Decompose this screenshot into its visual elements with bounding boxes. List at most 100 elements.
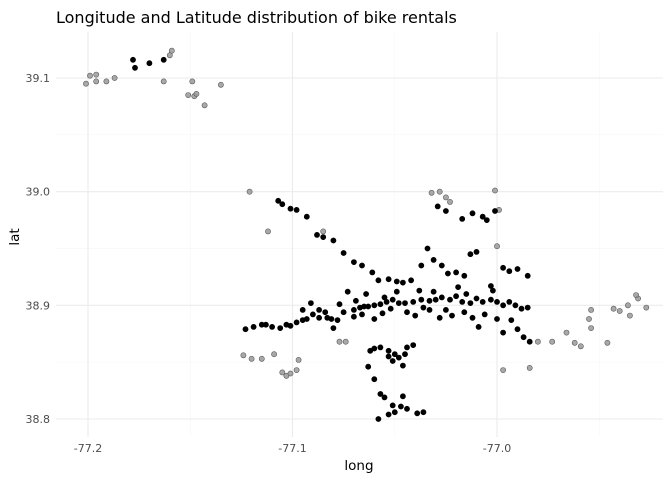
data-point bbox=[389, 358, 396, 364]
data-point bbox=[481, 311, 488, 318]
data-point bbox=[299, 306, 306, 313]
data-point bbox=[363, 291, 369, 297]
data-point bbox=[336, 301, 343, 308]
data-point bbox=[381, 294, 388, 301]
data-point bbox=[420, 409, 427, 416]
data-point bbox=[404, 344, 410, 351]
data-point bbox=[506, 298, 513, 305]
data-point bbox=[303, 213, 310, 220]
data-point bbox=[438, 294, 445, 301]
data-point bbox=[393, 278, 400, 285]
data-point bbox=[385, 411, 392, 418]
data-point bbox=[277, 325, 284, 331]
data-point bbox=[111, 75, 118, 81]
data-point bbox=[438, 262, 445, 269]
y-tick-label: 38.8 bbox=[26, 413, 51, 426]
data-point bbox=[549, 338, 556, 345]
data-point bbox=[402, 300, 408, 306]
data-point bbox=[269, 323, 275, 330]
x-tick-label: -77.2 bbox=[74, 442, 102, 455]
data-point bbox=[395, 354, 402, 361]
data-point bbox=[271, 351, 277, 358]
data-point bbox=[377, 344, 384, 351]
data-point bbox=[330, 325, 337, 331]
data-point bbox=[514, 266, 521, 272]
data-point bbox=[461, 272, 468, 279]
data-point bbox=[293, 367, 300, 373]
data-point bbox=[258, 355, 265, 362]
data-point bbox=[375, 277, 382, 284]
data-point bbox=[369, 269, 376, 276]
data-point bbox=[475, 323, 482, 330]
data-point bbox=[103, 78, 110, 85]
data-point bbox=[420, 304, 427, 311]
data-point bbox=[616, 308, 623, 314]
data-point bbox=[467, 251, 474, 258]
data-point bbox=[307, 300, 314, 306]
data-point bbox=[393, 288, 400, 295]
data-point bbox=[512, 302, 519, 309]
data-point bbox=[442, 194, 449, 201]
data-point bbox=[494, 298, 500, 305]
data-point bbox=[404, 309, 410, 316]
data-point bbox=[242, 326, 249, 333]
data-point bbox=[526, 364, 533, 371]
y-tick-label: 39.0 bbox=[26, 186, 51, 199]
data-point bbox=[350, 306, 357, 313]
x-tick-label: -77.0 bbox=[483, 442, 511, 455]
data-point bbox=[479, 213, 486, 220]
data-point bbox=[377, 391, 384, 397]
data-point bbox=[430, 288, 437, 295]
data-point bbox=[563, 329, 570, 336]
data-point bbox=[375, 416, 382, 422]
data-point bbox=[287, 370, 294, 377]
data-point bbox=[389, 402, 396, 409]
data-point bbox=[160, 56, 167, 63]
data-point bbox=[410, 298, 417, 305]
data-point bbox=[93, 71, 100, 78]
data-point bbox=[610, 305, 617, 312]
data-point bbox=[453, 293, 459, 300]
data-point bbox=[518, 305, 525, 312]
data-point bbox=[459, 298, 466, 305]
data-point bbox=[500, 329, 506, 336]
data-point bbox=[489, 287, 496, 294]
data-point bbox=[160, 78, 167, 85]
data-point bbox=[365, 363, 372, 370]
data-point bbox=[397, 403, 404, 410]
data-point bbox=[166, 52, 173, 59]
data-point bbox=[469, 314, 476, 321]
data-point bbox=[627, 312, 633, 319]
x-tick-label: -77.1 bbox=[278, 442, 306, 455]
data-point bbox=[293, 206, 300, 213]
data-point bbox=[453, 269, 459, 276]
y-tick-label: 38.9 bbox=[26, 299, 51, 312]
data-point bbox=[500, 302, 506, 309]
data-point bbox=[444, 270, 451, 277]
data-point bbox=[633, 292, 639, 298]
data-point bbox=[295, 356, 302, 363]
data-point bbox=[240, 352, 247, 359]
data-point bbox=[430, 256, 437, 263]
data-point bbox=[340, 309, 347, 316]
data-point bbox=[248, 355, 255, 362]
data-point bbox=[320, 228, 327, 235]
data-point bbox=[389, 296, 396, 303]
data-point bbox=[479, 298, 486, 305]
grid bbox=[56, 32, 663, 437]
data-point bbox=[328, 316, 335, 322]
data-point bbox=[494, 316, 500, 322]
data-point bbox=[391, 351, 398, 358]
data-point bbox=[399, 393, 406, 400]
data-point bbox=[352, 297, 359, 304]
data-point bbox=[367, 347, 374, 354]
data-point bbox=[404, 405, 410, 412]
data-point bbox=[483, 217, 490, 223]
data-point bbox=[520, 334, 527, 341]
data-point bbox=[408, 277, 414, 284]
data-point bbox=[322, 309, 329, 316]
data-point bbox=[395, 300, 402, 306]
data-point bbox=[426, 297, 433, 304]
data-point bbox=[436, 314, 443, 321]
